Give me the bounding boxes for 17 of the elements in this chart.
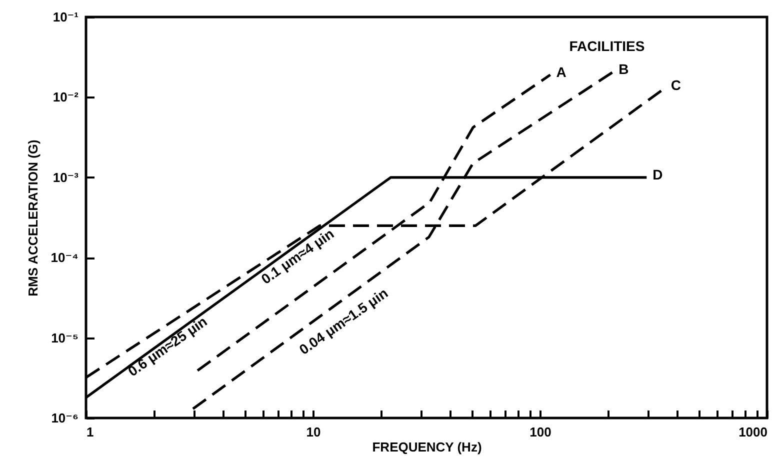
y-tick-label: 10⁻³ [52,170,80,185]
y-tick-label: 10⁻² [52,90,80,105]
x-tick-label: 10 [306,424,321,440]
series-label: C [670,77,682,94]
series-label: A [556,64,566,80]
y-tick-label: 10⁻⁴ [50,250,78,266]
x-tick-label: 1000 [738,424,768,440]
legend-title: FACILITIES [569,38,645,54]
y-tick-label: 10⁻⁵ [51,330,78,346]
series-label: B [618,61,629,78]
series-label: D [652,166,663,182]
x-tick-label: 1 [86,424,94,440]
x-tick-label: 100 [530,424,552,440]
y-axis-title: RMS ACCELERATION (G) [26,140,41,296]
x-axis-title: FREQUENCY (Hz) [372,440,482,454]
y-tick-label: 10⁻⁶ [51,410,79,426]
y-tick-label: 10⁻¹ [52,10,78,24]
